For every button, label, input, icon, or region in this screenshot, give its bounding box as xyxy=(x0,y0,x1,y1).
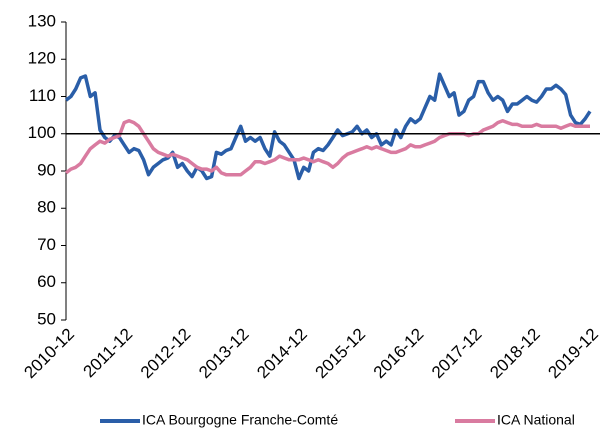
y-tick-label: 70 xyxy=(37,235,56,254)
x-tick-label: 2013-12 xyxy=(195,325,253,383)
x-tick-label: 2015-12 xyxy=(312,325,370,383)
x-tick-label: 2018-12 xyxy=(486,325,544,383)
y-tick-label: 90 xyxy=(37,160,56,179)
x-tick-label: 2010-12 xyxy=(20,325,78,383)
y-tick-label: 60 xyxy=(37,272,56,291)
series-line xyxy=(64,72,592,181)
legend-label: ICA National xyxy=(497,412,575,428)
y-tick-label: 80 xyxy=(37,198,56,217)
x-tick-label: 2012-12 xyxy=(137,325,195,383)
y-tick-label: 110 xyxy=(29,86,56,105)
legend-label: ICA Bourgogne Franche-Comté xyxy=(142,412,338,428)
x-tick-label: 2019-12 xyxy=(544,325,602,383)
x-tick-label: 2017-12 xyxy=(428,325,486,383)
y-tick-label: 130 xyxy=(28,11,56,30)
x-tick-label: 2011-12 xyxy=(80,325,137,382)
x-tick-label: 2016-12 xyxy=(370,325,428,383)
x-tick-label: 2014-12 xyxy=(253,325,311,383)
series-line xyxy=(64,118,590,177)
y-tick-label: 50 xyxy=(37,309,56,328)
y-tick-label: 100 xyxy=(28,123,56,142)
y-tick-label: 120 xyxy=(28,49,56,68)
